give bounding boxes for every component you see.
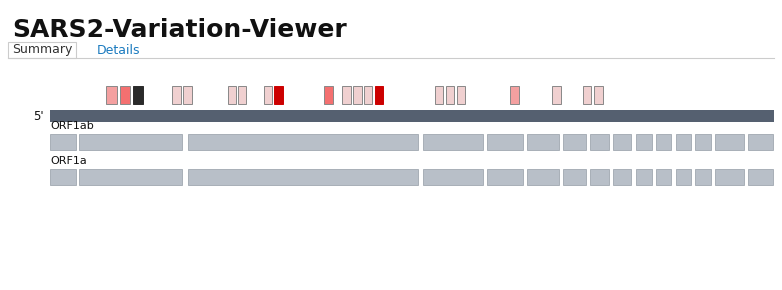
Bar	[50, 169, 76, 185]
Bar	[748, 134, 773, 150]
Bar	[188, 134, 418, 150]
Bar	[264, 86, 272, 104]
Bar	[120, 86, 130, 104]
Bar	[636, 134, 651, 150]
Bar	[375, 86, 383, 104]
Bar	[183, 86, 192, 104]
Bar	[50, 134, 76, 150]
Bar	[563, 169, 586, 185]
Bar	[364, 86, 372, 104]
Bar	[423, 134, 483, 150]
Bar	[487, 169, 522, 185]
Bar	[656, 169, 671, 185]
Bar	[527, 169, 559, 185]
Bar	[552, 86, 561, 104]
Bar	[50, 110, 774, 122]
Bar	[274, 86, 282, 104]
Bar	[695, 134, 711, 150]
Bar	[636, 169, 651, 185]
Bar	[676, 169, 691, 185]
Bar	[511, 86, 518, 104]
Bar	[563, 134, 586, 150]
Bar	[79, 169, 182, 185]
Bar	[594, 86, 603, 104]
Bar	[613, 134, 631, 150]
Bar	[656, 134, 671, 150]
Bar	[353, 86, 361, 104]
Text: SARS2-Variation-Viewer: SARS2-Variation-Viewer	[12, 18, 346, 42]
Bar	[748, 169, 773, 185]
Bar	[590, 169, 609, 185]
Bar	[171, 86, 181, 104]
Bar	[695, 169, 711, 185]
Bar	[613, 169, 631, 185]
Bar	[106, 86, 117, 104]
Bar	[457, 86, 465, 104]
Text: 5': 5'	[34, 110, 44, 122]
Bar	[716, 169, 744, 185]
Bar	[132, 86, 143, 104]
Text: ORF1ab: ORF1ab	[50, 121, 94, 131]
Bar	[527, 134, 559, 150]
Bar	[583, 86, 591, 104]
Bar	[435, 86, 443, 104]
Bar	[343, 86, 350, 104]
Bar	[228, 86, 235, 104]
Bar	[446, 86, 454, 104]
Bar	[676, 134, 691, 150]
Text: Summary: Summary	[12, 44, 72, 57]
Bar	[487, 134, 522, 150]
Bar	[8, 42, 76, 58]
Bar	[423, 169, 483, 185]
Bar	[79, 134, 182, 150]
Bar	[324, 86, 332, 104]
Text: Details: Details	[96, 44, 140, 57]
Bar	[590, 134, 609, 150]
Text: ORF1a: ORF1a	[50, 156, 87, 166]
Bar	[188, 169, 418, 185]
Bar	[239, 86, 246, 104]
Bar	[716, 134, 744, 150]
